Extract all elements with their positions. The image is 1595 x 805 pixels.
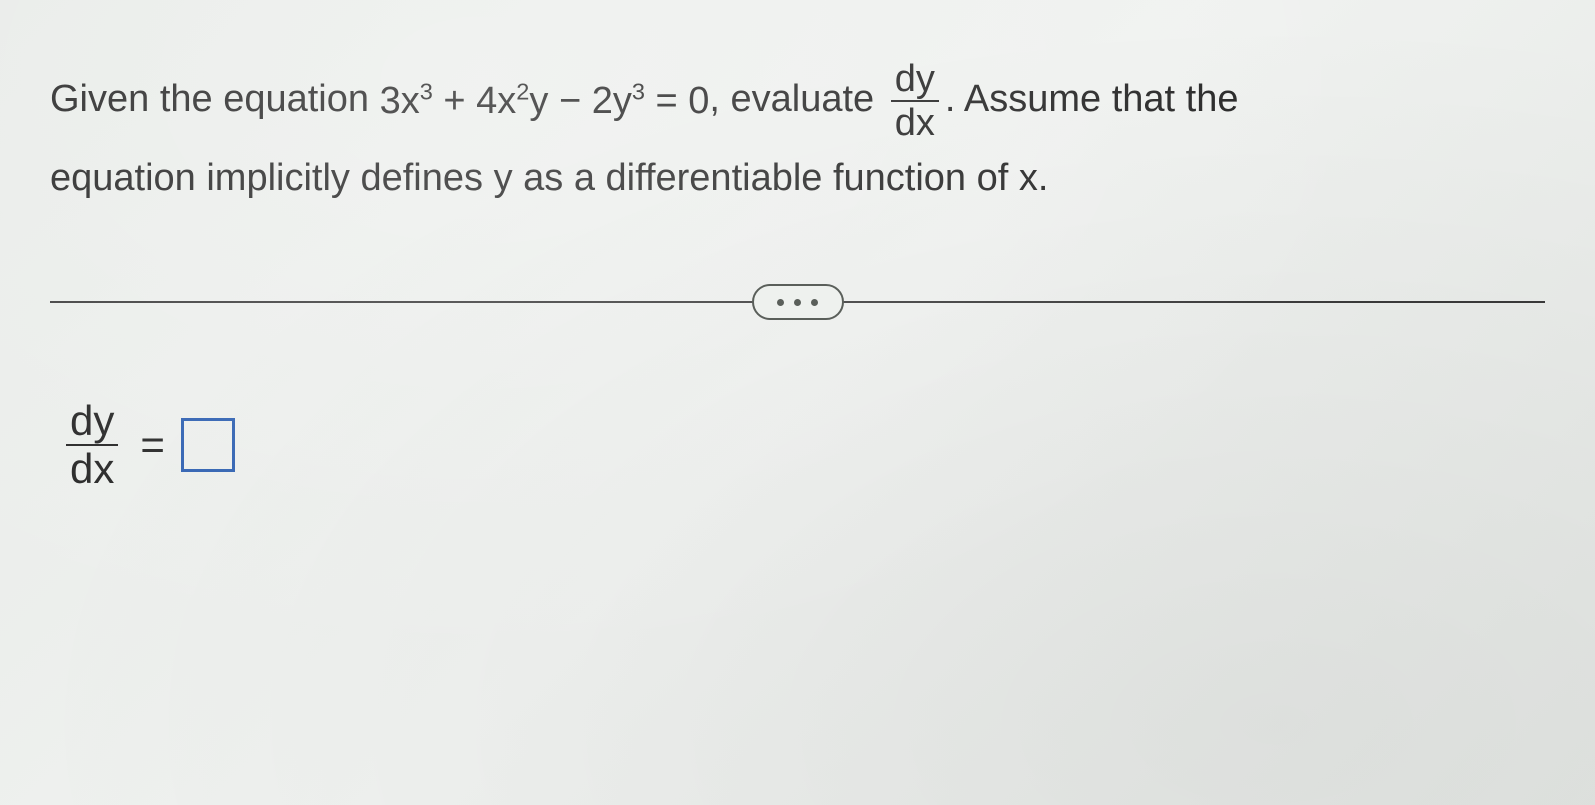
text-line2: equation implicitly defines y as a diffe… xyxy=(50,157,1048,199)
answer-input-box[interactable] xyxy=(181,418,235,472)
dot-icon xyxy=(777,299,784,306)
fraction-numerator: dy xyxy=(891,60,939,100)
fraction-denominator: dx xyxy=(891,100,939,142)
equation: 3x3 + 4x2y − 2y3 = 0 xyxy=(380,65,710,137)
text-mid2: . Assume that the xyxy=(945,78,1239,120)
more-options-pill[interactable] xyxy=(752,284,844,320)
question-container: Given the equation 3x3 + 4x2y − 2y3 = 0,… xyxy=(0,0,1595,530)
answer-fraction-numerator: dy xyxy=(66,400,118,444)
dot-icon xyxy=(811,299,818,306)
answer-fraction-denominator: dx xyxy=(66,444,118,490)
equals-sign: = xyxy=(140,421,165,469)
answer-row: dy dx = xyxy=(60,400,1545,490)
divider-line-right xyxy=(842,301,1546,303)
divider-line-left xyxy=(50,301,754,303)
section-divider xyxy=(50,284,1545,320)
dot-icon xyxy=(794,299,801,306)
text-prefix: Given the equation xyxy=(50,78,380,120)
text-mid1: , evaluate xyxy=(709,78,884,120)
answer-dy-dx-fraction: dy dx xyxy=(66,400,118,490)
problem-statement: Given the equation 3x3 + 4x2y − 2y3 = 0,… xyxy=(50,60,1545,214)
dy-dx-fraction: dy dx xyxy=(891,60,939,142)
